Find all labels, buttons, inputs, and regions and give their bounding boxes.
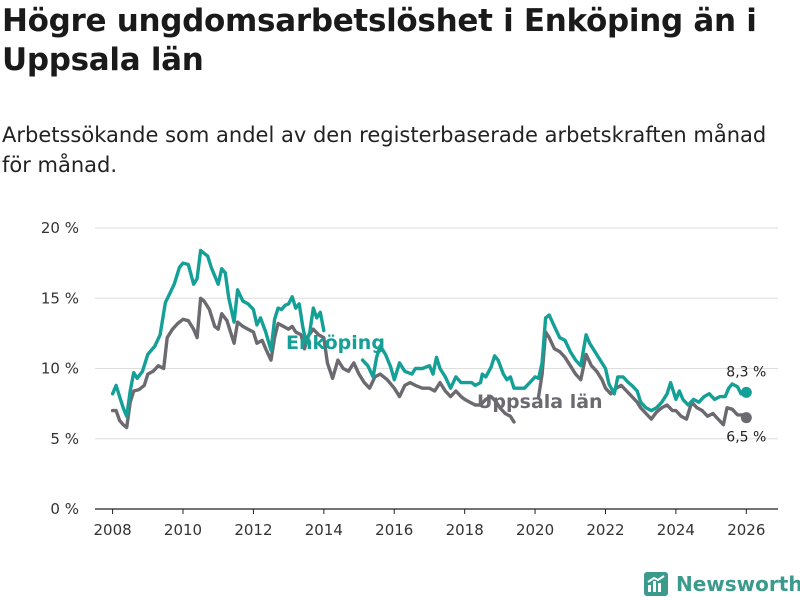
brand-name: Newsworthy bbox=[676, 572, 800, 596]
series-line-uppsala-lan bbox=[110, 296, 516, 430]
y-tick-label: 20 % bbox=[41, 219, 79, 237]
x-tick-label: 2018 bbox=[446, 521, 484, 539]
series-line-enkoping bbox=[360, 313, 748, 413]
y-tick-label: 15 % bbox=[41, 289, 79, 307]
x-tick-label: 2012 bbox=[234, 521, 272, 539]
x-tick-label: 2014 bbox=[305, 521, 343, 539]
x-tick-label: 2022 bbox=[586, 521, 624, 539]
bar-chart-icon bbox=[644, 572, 668, 596]
series-line-uppsala-lan bbox=[536, 330, 748, 427]
y-tick-label: 10 % bbox=[41, 360, 79, 378]
newsworthy-logo: Newsworthy bbox=[644, 570, 800, 598]
series-label-uppsala-lan: Uppsala län bbox=[477, 391, 603, 413]
end-point-marker bbox=[740, 386, 752, 398]
series-line-enkoping bbox=[110, 248, 326, 418]
x-tick-label: 2016 bbox=[375, 521, 413, 539]
x-tick-label: 2008 bbox=[94, 521, 132, 539]
end-value-label: 6,5 % bbox=[726, 430, 766, 446]
y-tick-label: 0 % bbox=[50, 500, 79, 518]
end-point-marker bbox=[740, 412, 752, 424]
x-tick-label: 2010 bbox=[164, 521, 202, 539]
y-tick-label: 5 % bbox=[50, 430, 79, 448]
series-label-enkoping: Enköping bbox=[286, 332, 385, 354]
x-tick-label: 2024 bbox=[657, 521, 695, 539]
x-tick-label: 2026 bbox=[727, 521, 765, 539]
x-tick-label: 2020 bbox=[516, 521, 554, 539]
end-value-label: 8,3 % bbox=[726, 364, 766, 380]
chart-title: Högre ungdomsarbetslöshet i Enköping än … bbox=[2, 3, 757, 78]
chart-subtitle: Arbetssökande som andel av den registerb… bbox=[2, 123, 767, 177]
